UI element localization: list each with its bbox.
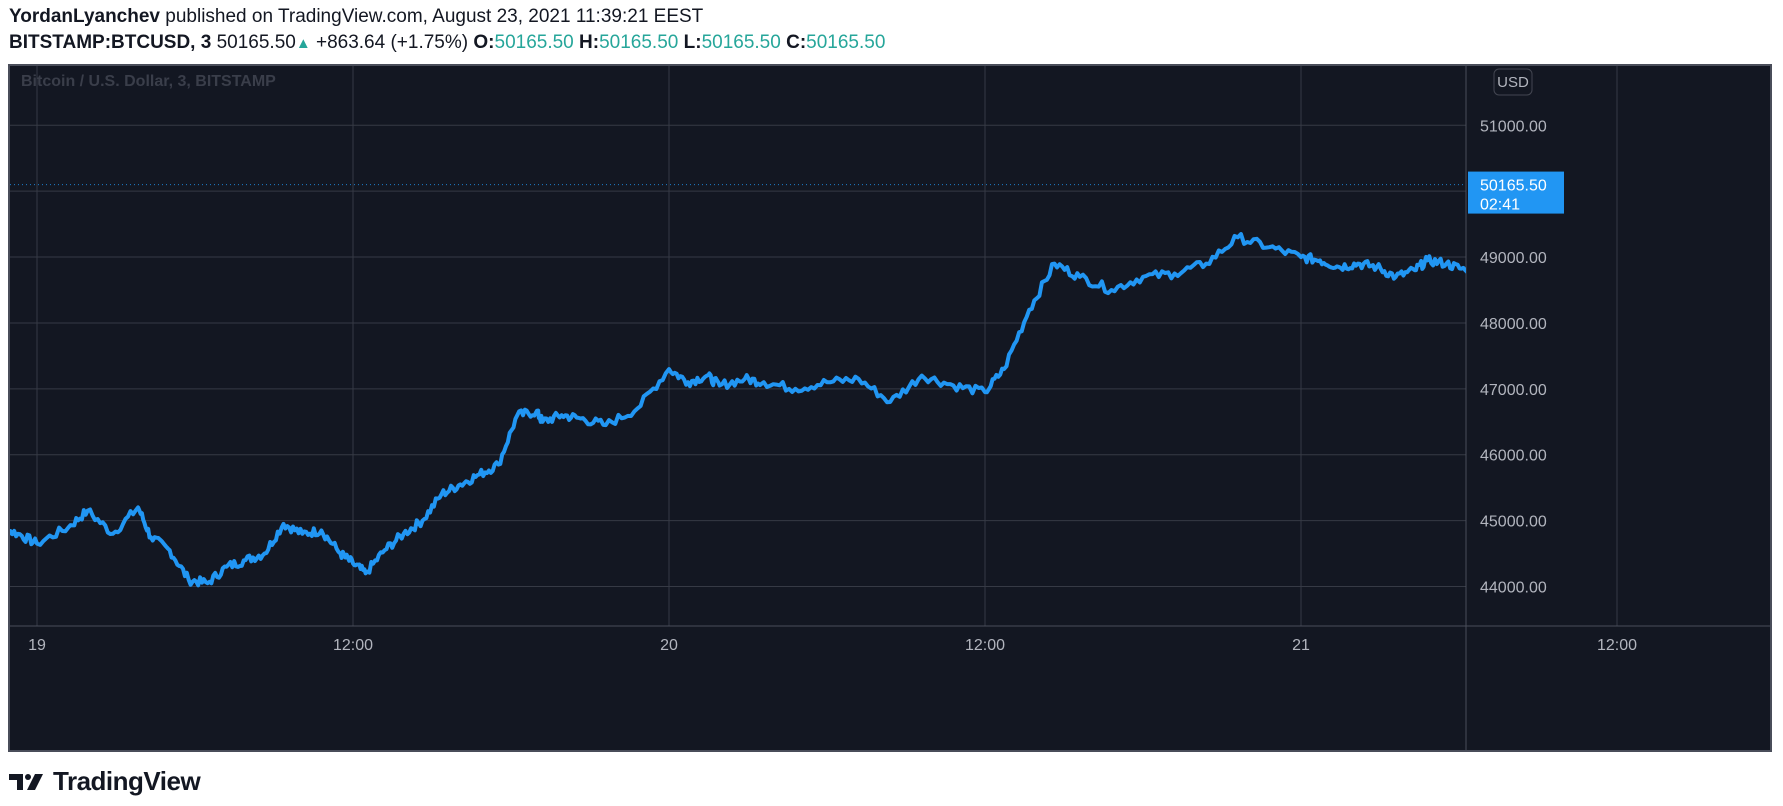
price-series-line — [10, 232, 1466, 588]
chart-watermark: Bitcoin / U.S. Dollar, 3, BITSTAMP — [21, 73, 276, 90]
symbol-label: BITSTAMP:BTCUSD, 3 — [9, 32, 212, 53]
chart-frame[interactable]: Bitcoin / U.S. Dollar, 3, BITSTAMP 44000.… — [8, 64, 1772, 752]
tradingview-logo-icon — [9, 773, 43, 790]
y-tick-label: 44000.00 — [1480, 579, 1547, 596]
tradingview-wordmark: TradingView — [53, 766, 201, 796]
price-badge-countdown: 02:41 — [1480, 197, 1520, 214]
currency-label: USD — [1497, 74, 1529, 91]
y-tick-label: 46000.00 — [1480, 448, 1547, 465]
y-tick-label: 47000.00 — [1480, 382, 1547, 399]
x-tick-label: 12:00 — [965, 637, 1005, 654]
price-badge-value: 50165.50 — [1480, 178, 1547, 195]
author-name[interactable]: YordanLyanchev — [9, 6, 160, 27]
x-tick-label: 12:00 — [1597, 637, 1637, 654]
y-tick-label: 51000.00 — [1480, 118, 1547, 135]
x-tick-label: 20 — [660, 637, 678, 654]
high-value: 50165.50 — [599, 32, 679, 53]
low-label: L: — [683, 32, 702, 53]
high-label: H: — [579, 32, 600, 53]
y-tick-label: 45000.00 — [1480, 514, 1547, 531]
symbol-line: BITSTAMP:BTCUSD, 3 50165.50▲ +863.64 (+1… — [9, 32, 885, 54]
price-change: +863.64 (+1.75%) — [315, 32, 469, 53]
last-price: 50165.50 — [216, 32, 296, 53]
currency-pill — [1493, 68, 1533, 96]
y-tick-label: 49000.00 — [1480, 250, 1547, 267]
x-tick-label: 21 — [1292, 637, 1310, 654]
close-label: C: — [786, 32, 807, 53]
y-tick-label: 48000.00 — [1480, 316, 1547, 333]
publish-line: YordanLyanchev published on TradingView.… — [9, 6, 703, 28]
published-text: published on TradingView.com, August 23,… — [165, 6, 704, 27]
price-badge — [1468, 171, 1564, 214]
up-arrow-icon: ▲ — [295, 35, 311, 52]
close-value: 50165.50 — [806, 32, 886, 53]
price-chart[interactable]: Bitcoin / U.S. Dollar, 3, BITSTAMP 44000.… — [10, 66, 1770, 750]
low-value: 50165.50 — [701, 32, 781, 53]
open-value: 50165.50 — [494, 32, 574, 53]
x-tick-label: 12:00 — [333, 637, 373, 654]
open-label: O: — [473, 32, 495, 53]
x-tick-label: 19 — [28, 637, 46, 654]
tradingview-footer: TradingView — [9, 766, 201, 797]
